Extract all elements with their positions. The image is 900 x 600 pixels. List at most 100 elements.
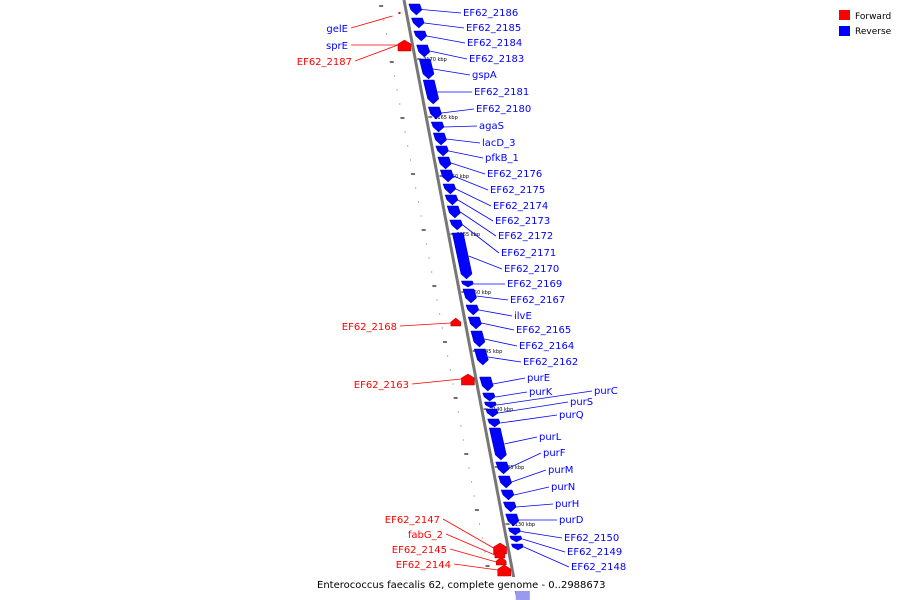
gene-feature-purn <box>500 489 515 501</box>
scale-tick-label: 2140 kbp <box>490 407 514 413</box>
gene-label-ef62-2162: EF62_2162 <box>523 357 578 368</box>
gene-feature-purf <box>495 461 510 475</box>
leader-line <box>399 322 451 327</box>
gene-feature-fabg-2 <box>494 549 506 559</box>
scale-tick-label: 2130 kbp <box>512 522 536 528</box>
leader-line <box>453 563 498 571</box>
leader-line <box>460 211 497 237</box>
gene-feature-ef62-2184 <box>413 30 428 42</box>
genome-caption: Enterococcus faecalis 62, complete genom… <box>317 580 606 591</box>
gene-feature-ef62-2162 <box>473 348 489 366</box>
gene-feature-ef62-2169 <box>461 280 474 288</box>
gene-label-ef62-2181: EF62_2181 <box>474 87 529 98</box>
gene-label-purf: purF <box>543 448 566 459</box>
gene-feature-ef62-2170 <box>451 232 473 280</box>
gene-label-ef62-2185: EF62_2185 <box>466 23 521 34</box>
gene-feature-ef62-2172 <box>446 205 461 219</box>
leader-line <box>508 452 542 469</box>
gene-feature-lacd-3 <box>432 132 447 146</box>
gene-feature-ef62-2150 <box>507 527 521 536</box>
scale-tick-label: 2135 kbp <box>501 465 525 471</box>
gene-label-gele: gelE <box>326 24 348 35</box>
gene-label-ef62-2148: EF62_2148 <box>571 562 626 573</box>
leader-line <box>446 138 481 144</box>
leader-line <box>478 309 513 317</box>
gene-label-fabg-2: fabG_2 <box>408 530 443 541</box>
gene-label-pure: purE <box>527 373 550 384</box>
legend-label-forward: Forward <box>855 12 891 22</box>
leader-line <box>476 295 509 301</box>
gene-feature-ef62-2164 <box>470 330 486 348</box>
leader-line <box>498 401 569 414</box>
gene-feature-ef62-2149 <box>509 535 523 543</box>
gene-label-ef62-2174: EF62_2174 <box>493 201 548 212</box>
gene-label-ef62-2171: EF62_2171 <box>501 248 556 259</box>
gene-feature-pfkb-1 <box>435 145 449 157</box>
gene-label-ef62-2167: EF62_2167 <box>510 295 565 306</box>
legend: Forward Reverse <box>839 10 892 37</box>
gene-label-gspa: gspA <box>472 70 497 81</box>
leader-line <box>445 533 496 556</box>
leader-line <box>520 531 563 539</box>
gene-label-pfkb-1: pfkB_1 <box>485 153 519 164</box>
leader-line <box>433 68 471 76</box>
gene-feature-ef62-2174 <box>442 183 457 195</box>
leader-line <box>448 150 484 159</box>
gene-feature-gspa <box>418 58 435 80</box>
gene-label-purc: purC <box>594 386 618 397</box>
gene-feature-ilve <box>465 304 480 316</box>
gene-label-ef62-2172: EF62_2172 <box>498 231 553 242</box>
genome-backbone <box>402 0 520 600</box>
leader-line <box>487 356 522 363</box>
gene-label-ef62-2150: EF62_2150 <box>564 533 619 544</box>
leader-line <box>522 538 566 553</box>
gene-label-ef62-2184: EF62_2184 <box>467 38 522 49</box>
leader-line <box>421 9 462 14</box>
leader-line <box>495 391 528 398</box>
leader-line <box>429 50 468 60</box>
leader-line <box>504 436 538 445</box>
leader-line <box>492 377 526 385</box>
gene-label-ef62-2173: EF62_2173 <box>495 216 550 227</box>
leader-line <box>500 414 558 424</box>
gene-label-purk: purK <box>529 387 553 398</box>
leader-line <box>411 378 462 385</box>
gene-feature-ef62-2181 <box>422 79 440 105</box>
gene-feature-purs <box>485 408 499 418</box>
outer-track <box>379 5 490 567</box>
gene-label-purh: purH <box>555 499 579 510</box>
gene-label-purd: purD <box>559 515 584 526</box>
gene-feature-spre <box>397 39 412 52</box>
gene-feature-pure <box>479 376 494 392</box>
gene-label-spre: sprE <box>326 41 348 52</box>
leader-line <box>455 188 492 207</box>
legend-label-reverse: Reverse <box>855 27 892 37</box>
gene-label-ef62-2145: EF62_2145 <box>392 545 447 556</box>
leader-line <box>424 22 465 29</box>
gene-label-agas: agaS <box>479 121 504 132</box>
gene-feature-ef62-2165 <box>467 316 482 330</box>
leader-line <box>523 546 570 568</box>
gene-feature-purk <box>482 392 496 402</box>
gene-feature-ef62-2180 <box>427 106 442 120</box>
label-leaders <box>350 9 593 571</box>
gene-feature-purq <box>487 418 501 428</box>
scale-tick-label: 2145 kbp <box>479 349 503 355</box>
gene-label-ef62-2147: EF62_2147 <box>385 515 440 526</box>
gene-feature-purm <box>498 475 513 489</box>
gene-feature-ef62-2168 <box>450 317 462 327</box>
gene-label-ef62-2163: EF62_2163 <box>354 380 409 391</box>
gene-feature-purd <box>505 513 520 527</box>
gene-label-ef62-2169: EF62_2169 <box>507 279 562 290</box>
leader-line <box>426 35 466 44</box>
gene-feature-purc <box>484 401 497 409</box>
leader-line <box>354 44 399 62</box>
gene-label-purq: purQ <box>559 410 584 421</box>
leader-line <box>449 548 497 563</box>
gene-label-ef62-2176: EF62_2176 <box>487 169 542 180</box>
leader-line <box>444 125 478 128</box>
gene-label-ef62-2165: EF62_2165 <box>516 325 571 336</box>
gene-labels: EF62_2186 EF62_2185 EF62_2184 EF62_2183 gspA… <box>297 8 627 573</box>
leader-line <box>481 322 515 331</box>
gene-label-purm: purM <box>548 465 573 476</box>
